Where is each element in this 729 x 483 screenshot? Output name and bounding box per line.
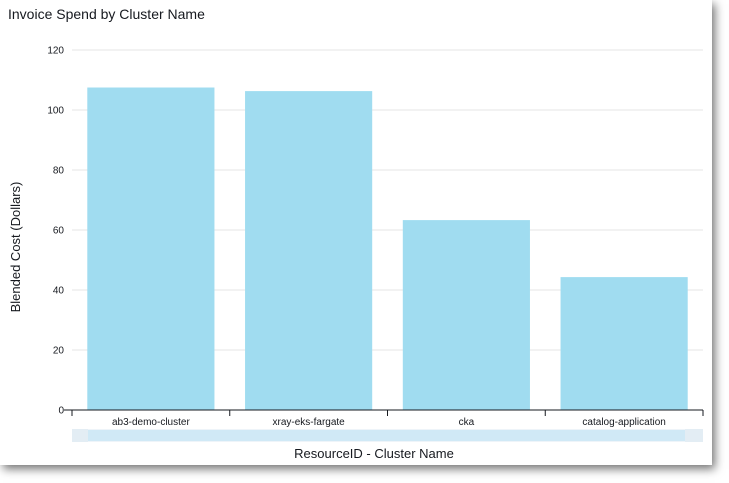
y-tick-label: 0 — [58, 406, 64, 417]
scrollbar-thumb[interactable] — [88, 430, 685, 441]
y-axis-title: Blended Cost (Dollars) — [8, 182, 23, 313]
bar-ab3-demo-cluster[interactable] — [87, 87, 215, 411]
x-tick-label: ab3-demo-cluster — [112, 417, 190, 428]
bar-cka[interactable] — [402, 220, 530, 410]
x-axis-title: ResourceID - Cluster Name — [294, 446, 454, 461]
y-tick-label: 60 — [53, 226, 65, 237]
bar-chart: 0 20 40 60 80 100 120 ab3-demo-cluster xray-eks… — [8, 46, 704, 461]
y-tick-label: 40 — [53, 286, 65, 297]
bars — [87, 87, 688, 411]
bar-xray-eks-fargate[interactable] — [245, 91, 373, 410]
scrollbar-left-handle[interactable] — [72, 429, 88, 442]
y-tick-label: 80 — [53, 166, 65, 177]
y-axis-ticks: 0 20 40 60 80 100 120 — [47, 46, 64, 417]
scrollbar-right-handle[interactable] — [685, 429, 703, 442]
x-axis: ab3-demo-cluster xray-eks-fargate cka catal… — [64, 409, 704, 428]
x-tick-label: cka — [459, 417, 475, 428]
chart-card: Invoice Spend by Cluster Name 0 20 40 60 80 1… — [8, 6, 704, 461]
x-tick-label: catalog-application — [582, 417, 665, 428]
chart-title: Invoice Spend by Cluster Name — [8, 6, 205, 22]
chart-scrollbar[interactable] — [72, 429, 703, 442]
y-tick-label: 120 — [47, 46, 64, 57]
y-tick-label: 100 — [47, 106, 64, 117]
y-tick-label: 20 — [53, 346, 65, 357]
x-tick-label: xray-eks-fargate — [273, 417, 346, 428]
bar-catalog-application[interactable] — [560, 277, 688, 410]
